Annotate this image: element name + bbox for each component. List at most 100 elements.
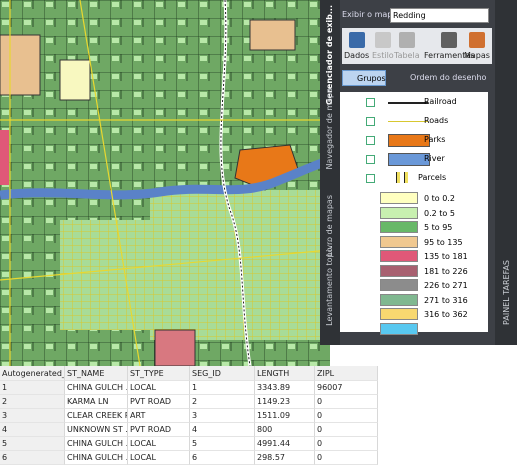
parcel <box>0 130 9 185</box>
table-cell: 298.57 <box>255 451 315 465</box>
table-cell: 96007 <box>315 381 378 395</box>
tool-label: Ferramentas <box>424 51 475 60</box>
table-cell: 0 <box>315 451 378 465</box>
column-header[interactable]: Autogenerated_S <box>0 366 65 381</box>
legend-swatch <box>380 221 418 233</box>
tool-label: Dados <box>344 51 370 60</box>
table-cell: CHINA GULCH ... <box>65 451 128 465</box>
table-cell: 0 <box>315 437 378 451</box>
column-header[interactable]: SEG_ID <box>190 366 255 381</box>
table-cell: 6 <box>190 451 255 465</box>
column-header[interactable]: ST_NAME <box>65 366 128 381</box>
display-manager-panel: Exibir o mapa: Redding Dados Estilo Tabela F… <box>320 0 517 345</box>
layer-name[interactable]: Parks <box>424 135 446 144</box>
table-cell: 1511.09 <box>255 409 315 423</box>
table-cell: 1 <box>190 381 255 395</box>
visibility-checkbox[interactable] <box>366 155 375 164</box>
layer-name[interactable]: River <box>424 154 445 163</box>
task-pane-strip <box>495 0 517 345</box>
legend-label: 181 to 226 <box>424 266 468 276</box>
table-cell: CHINA GULCH ... <box>65 437 128 451</box>
toolbar: Dados Estilo Tabela Ferramentas Mapas <box>342 28 492 64</box>
layer-name[interactable]: Railroad <box>424 97 457 106</box>
table-cell: LOCAL <box>128 451 190 465</box>
tool-button[interactable]: Mapas <box>464 30 490 62</box>
tool-icon <box>441 32 458 48</box>
visibility-checkbox[interactable] <box>366 117 375 126</box>
layer-name[interactable]: Parcels <box>418 173 447 182</box>
layer-swatch <box>392 172 412 183</box>
table-cell: CHINA GULCH ... <box>65 381 128 395</box>
layer-swatch <box>388 134 430 147</box>
legend-swatch <box>380 250 418 262</box>
layer-swatch <box>388 96 428 104</box>
table-cell: 4 <box>0 423 65 437</box>
tool-icon <box>468 32 485 48</box>
table-cell: 2 <box>0 395 65 409</box>
legend-swatch <box>380 206 418 219</box>
map-selector: Exibir o mapa: Redding <box>342 8 492 24</box>
table-cell: UNKNOWN ST ... <box>65 423 128 437</box>
table-cell: LOCAL <box>128 437 190 451</box>
river <box>0 155 330 200</box>
side-tab-strip <box>320 0 340 345</box>
legend-swatch <box>380 279 418 291</box>
visibility-checkbox[interactable] <box>366 98 375 107</box>
tab[interactable]: Ordem do desenho <box>410 73 487 82</box>
parcel <box>249 19 296 51</box>
highway <box>219 0 252 366</box>
roads <box>0 0 330 366</box>
legend-swatch <box>380 192 418 204</box>
tool-button[interactable]: Ferramentas <box>424 30 474 62</box>
table-cell: 3 <box>190 409 255 423</box>
legend-label: 316 to 362 <box>424 310 468 319</box>
side-tab[interactable]: Navegador de mapa <box>325 88 334 170</box>
table-cell: 3343.89 <box>255 381 315 395</box>
table-cell: KARMA LN <box>65 395 128 409</box>
table-cell: 1 <box>0 381 65 395</box>
legend-swatch <box>380 293 418 306</box>
table-cell: PVT ROAD <box>128 423 190 437</box>
legend-swatch <box>380 264 418 277</box>
tool-button[interactable]: Dados <box>344 30 369 62</box>
tab[interactable]: Grupos <box>342 70 386 86</box>
visibility-checkbox[interactable] <box>366 174 375 183</box>
column-header[interactable]: LENGTH <box>255 366 315 381</box>
tool-icon <box>374 32 391 48</box>
legend-swatch <box>380 308 418 320</box>
legend-label: 0 to 0.2 <box>424 194 455 203</box>
legend-label: 226 to 271 <box>424 281 468 290</box>
urban-streets <box>150 190 325 340</box>
tabs: Grupos Ordem do desenho <box>342 70 492 88</box>
column-header[interactable]: ZIPL <box>315 366 378 381</box>
tool-icon <box>398 32 415 48</box>
layer-name[interactable]: Roads <box>424 116 449 125</box>
tool-button[interactable]: Tabela <box>394 30 420 62</box>
tool-label: Tabela <box>394 51 420 60</box>
legend-swatch <box>380 322 418 335</box>
data-table: Autogenerated_S ST_NAME ST_TYPE SEG_ID LENGT… <box>0 366 378 465</box>
parcel <box>154 329 196 366</box>
table-cell: CLEAR CREEK RD <box>65 409 128 423</box>
side-tab[interactable]: Levantamento topo... <box>325 240 334 326</box>
table-cell: 1149.23 <box>255 395 315 409</box>
legend-label: 5 to 95 <box>424 223 453 232</box>
parcel <box>59 59 91 101</box>
tool-icon <box>348 32 365 48</box>
column-header[interactable]: ST_TYPE <box>128 366 190 381</box>
table-cell: ART <box>128 409 190 423</box>
visibility-checkbox[interactable] <box>366 136 375 145</box>
table-cell: LOCAL <box>128 381 190 395</box>
tool-button[interactable]: Estilo <box>372 30 394 62</box>
legend-label: 0.2 to 5 <box>424 208 455 218</box>
table-cell: 2 <box>190 395 255 409</box>
map-dropdown[interactable]: Redding <box>390 8 489 23</box>
legend-swatch <box>380 235 418 248</box>
task-pane-label[interactable]: PAINEL TAREFAS <box>502 260 511 325</box>
layer-swatch <box>388 153 430 166</box>
table-cell: 0 <box>315 423 378 437</box>
table-cell: 4991.44 <box>255 437 315 451</box>
legend-label: 135 to 181 <box>424 252 468 261</box>
table-cell: 5 <box>0 437 65 451</box>
map <box>0 0 330 366</box>
